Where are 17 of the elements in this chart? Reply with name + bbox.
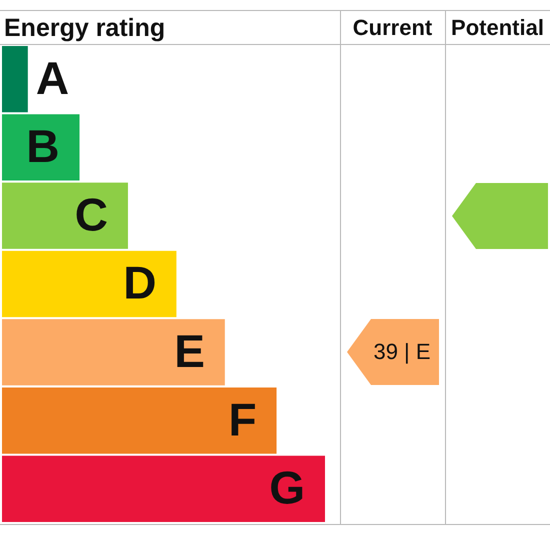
y-tick-label: C bbox=[74, 188, 108, 240]
bar bbox=[2, 46, 28, 112]
y-tick-label: B bbox=[26, 120, 60, 172]
y-tick-label: G bbox=[269, 462, 305, 514]
bar bbox=[2, 456, 325, 522]
bar bbox=[2, 387, 277, 454]
text: Potential bbox=[450, 14, 545, 42]
y-tick-label: F bbox=[228, 393, 257, 446]
chart-title: Energy rating bbox=[4, 13, 166, 44]
y-tick-label: E bbox=[174, 324, 205, 377]
text: Current bbox=[352, 14, 434, 42]
y-tick-label: D bbox=[123, 256, 156, 309]
y-tick-label: A bbox=[36, 52, 70, 104]
bar bbox=[2, 319, 225, 386]
bar bbox=[2, 182, 128, 249]
bar bbox=[2, 250, 176, 318]
text: 39 | E bbox=[372, 339, 432, 365]
